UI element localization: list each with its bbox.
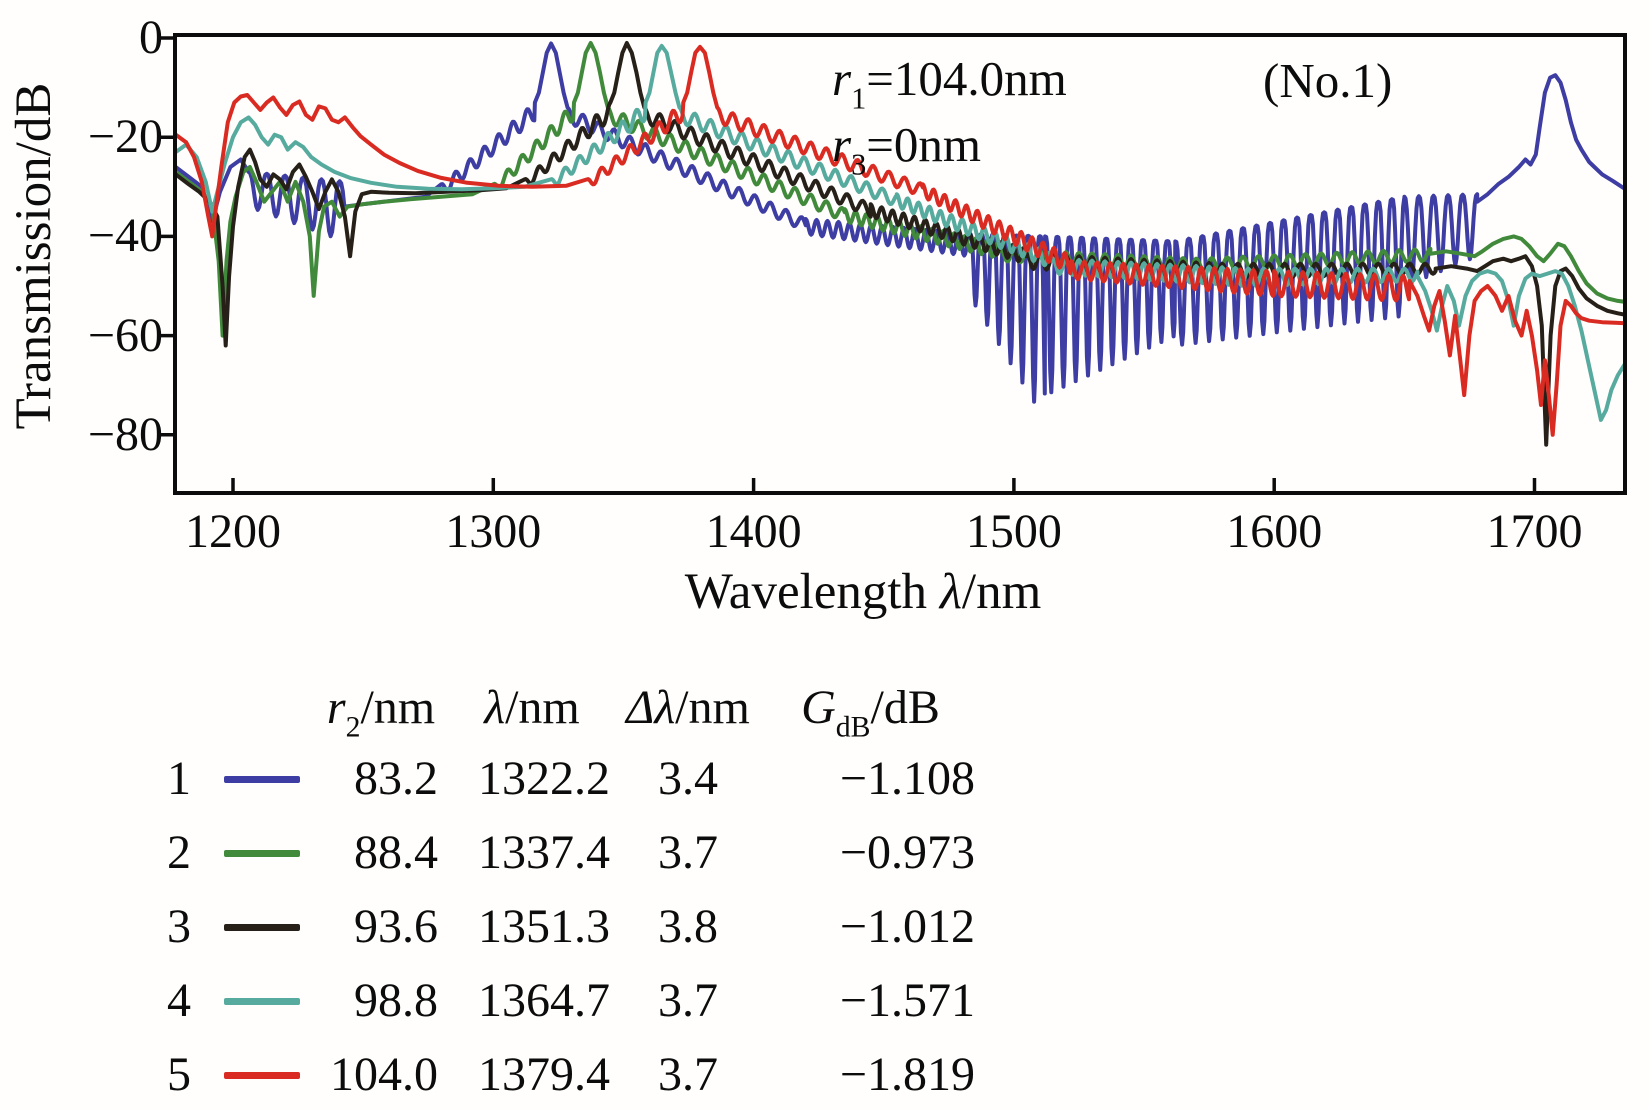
legend-dlambda-value: 3.7 <box>658 1048 718 1101</box>
x-tick-label: 1300 <box>445 505 542 558</box>
legend-lambda-value: 1322.2 <box>478 752 610 805</box>
x-tick-label: 1600 <box>1226 505 1323 558</box>
annotation-r3: r3=0nm <box>832 117 982 180</box>
annotation-r3-sub: 3 <box>851 147 867 182</box>
legend-r2-value: 88.4 <box>354 826 438 879</box>
legend-color-line <box>224 997 300 1005</box>
legend-dlambda-value: 3.7 <box>658 974 718 1027</box>
legend-dlambda-value: 3.4 <box>658 752 718 805</box>
y-tick-label: 0 <box>139 11 163 64</box>
legend-row-index: 1 <box>167 752 191 805</box>
x-tick-label: 1700 <box>1486 505 1583 558</box>
plot-frame <box>173 33 1627 495</box>
panel-label: (No.1) <box>1263 53 1393 108</box>
legend-color-line <box>224 775 300 783</box>
legend-header-dlambda: Δλ/nm <box>626 681 750 734</box>
series-4-curve <box>177 43 1623 422</box>
legend-swatch-cell <box>208 849 316 857</box>
legend-row-index: 3 <box>167 900 191 953</box>
x-axis-title-text: Wavelength <box>684 564 940 620</box>
series-5-curve <box>177 44 1623 437</box>
legend-color-line <box>224 923 300 931</box>
legend-lambda-value: 1379.4 <box>478 1048 610 1101</box>
legend-swatch-cell <box>208 775 316 783</box>
legend-gdb-value: −0.973 <box>839 826 975 879</box>
annotation-r1-var: r <box>832 51 852 106</box>
x-tick-label: 1500 <box>965 505 1062 558</box>
legend-table: r2/nm λ/nm Δλ/nm GdB/dB 1 83.2 1322.2 3.4 −1.10… <box>150 674 983 1110</box>
legend-gdb-value: −1.012 <box>839 900 975 953</box>
legend-header-gdb: GdB/dB <box>801 681 940 744</box>
annotation-r3-var: r <box>832 117 852 172</box>
legend-r2-value: 98.8 <box>354 974 438 1027</box>
legend-dlambda-value: 3.7 <box>658 826 718 879</box>
legend-dlambda-value: 3.8 <box>658 900 718 953</box>
y-tick-label: −40 <box>87 209 163 263</box>
legend-row-index: 5 <box>167 1048 191 1101</box>
legend-row: 3 93.6 1351.3 3.8 −1.012 <box>150 890 983 964</box>
legend-row: 1 83.2 1322.2 3.4 −1.108 <box>150 742 983 816</box>
legend-row: 5 104.0 1379.4 3.7 −1.819 <box>150 1038 983 1110</box>
y-tick-label: −80 <box>87 407 163 461</box>
legend-swatch-cell <box>208 923 316 931</box>
y-tick-label: −60 <box>87 308 163 362</box>
x-tick-label: 1200 <box>185 505 281 558</box>
annotation-r3-value: =0nm <box>866 117 982 172</box>
lambda-symbol: λ <box>939 564 962 620</box>
legend-r2-value: 93.6 <box>354 900 438 953</box>
legend-row: 2 88.4 1337.4 3.7 −0.973 <box>150 816 983 890</box>
legend-gdb-value: −1.571 <box>839 974 975 1027</box>
legend-lambda-value: 1351.3 <box>478 900 610 953</box>
legend-r2-value: 104.0 <box>330 1048 438 1101</box>
legend-r2-value: 83.2 <box>354 752 438 805</box>
legend-header-r2: r2/nm <box>326 681 436 744</box>
legend-lambda-value: 1364.7 <box>478 974 610 1027</box>
x-axis-title-unit: /nm <box>961 564 1042 620</box>
legend-row-index: 2 <box>167 826 191 879</box>
legend-header-lambda: λ/nm <box>484 681 580 734</box>
legend-gdb-value: −1.108 <box>839 752 975 805</box>
legend-lambda-value: 1337.4 <box>478 826 610 879</box>
legend-color-line <box>224 849 300 857</box>
y-tick-label: −20 <box>87 110 163 164</box>
legend-header-row: r2/nm λ/nm Δλ/nm GdB/dB <box>150 674 983 742</box>
x-tick-label: 1400 <box>705 505 802 558</box>
legend-swatch-cell <box>208 1071 316 1079</box>
legend-rows: 1 83.2 1322.2 3.4 −1.108 2 88.4 1337.4 3.7 −0.973… <box>150 742 983 1110</box>
legend-gdb-value: −1.819 <box>839 1048 975 1101</box>
spectrum-plot <box>158 33 1627 495</box>
legend-row-index: 4 <box>167 974 191 1027</box>
legend-swatch-cell <box>208 997 316 1005</box>
annotation-r1-sub: 1 <box>851 81 867 116</box>
annotation-r1: r1=104.0nm <box>832 51 1067 114</box>
legend-row: 4 98.8 1364.7 3.7 −1.571 <box>150 964 983 1038</box>
x-axis-title: Wavelength λ/nm <box>685 563 1042 621</box>
series-3-curve <box>177 41 1623 447</box>
legend-color-line <box>224 1071 300 1079</box>
annotation-r1-value: =104.0nm <box>866 51 1067 106</box>
